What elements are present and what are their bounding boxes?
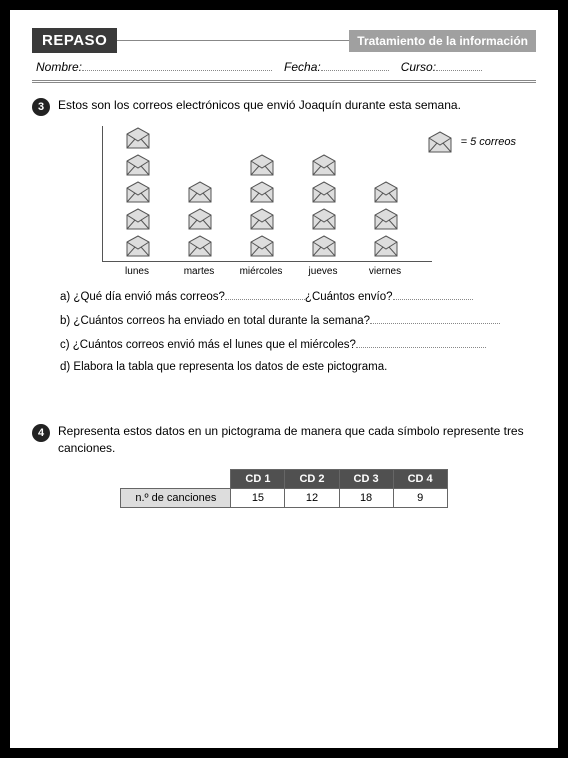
fecha-label: Fecha:: [284, 60, 321, 74]
pictogram-column: [107, 126, 169, 261]
envelope-icon: [123, 207, 153, 231]
repaso-badge: REPASO: [32, 28, 117, 53]
q3c-text: c) ¿Cuántos correos envió más el lunes q…: [60, 339, 356, 351]
curso-field: Curso:: [401, 59, 482, 74]
envelope-icon: [309, 153, 339, 177]
q4-number: 4: [32, 424, 50, 442]
envelope-icon: [247, 180, 277, 204]
q4-text: Representa estos datos en un pictograma …: [58, 423, 536, 457]
val-cd3: 18: [339, 488, 393, 507]
day-labels: lunesmartesmiércolesjuevesviernes: [106, 266, 436, 277]
header-divider: [117, 40, 349, 41]
q3c: c) ¿Cuántos correos envió más el lunes q…: [60, 337, 536, 351]
envelope-icon: [123, 180, 153, 204]
curso-label: Curso:: [401, 60, 436, 74]
q3-subquestions: a) ¿Qué día envió más correos? ¿Cuántos …: [60, 289, 536, 373]
worksheet-page: REPASO Tratamiento de la información Nom…: [0, 0, 568, 758]
pictogram-column: [169, 180, 231, 261]
pictogram-column: [355, 180, 417, 261]
q3-number: 3: [32, 98, 50, 116]
val-cd4: 9: [393, 488, 447, 507]
day-label: martes: [168, 266, 230, 277]
envelope-icon: [371, 207, 401, 231]
question-3: 3 Estos son los correos electrónicos que…: [32, 97, 536, 116]
q3d: d) Elabora la tabla que representa los d…: [60, 361, 536, 373]
col-cd2: CD 2: [285, 469, 339, 488]
nombre-label: Nombre:: [36, 60, 82, 74]
q3b-blank[interactable]: [370, 313, 500, 324]
q3a-blank2[interactable]: [393, 289, 473, 300]
day-label: viernes: [354, 266, 416, 277]
q3b-text: b) ¿Cuántos correos ha enviado en total …: [60, 315, 370, 327]
day-label: miércoles: [230, 266, 292, 277]
envelope-icon: [309, 234, 339, 258]
nombre-field: Nombre:: [36, 59, 272, 74]
pictogram-column: [231, 153, 293, 261]
envelope-icon: [371, 234, 401, 258]
legend-text: = 5 correos: [461, 136, 516, 148]
table-header-row: CD 1 CD 2 CD 3 CD 4: [121, 469, 447, 488]
q3c-blank[interactable]: [356, 337, 486, 348]
header-rule: [32, 80, 536, 83]
col-cd3: CD 3: [339, 469, 393, 488]
q3a-text2: ¿Cuántos envío?: [305, 291, 393, 303]
q3b: b) ¿Cuántos correos ha enviado en total …: [60, 313, 536, 327]
fecha-field: Fecha:: [284, 59, 389, 74]
envelope-icon: [247, 234, 277, 258]
table-data-row: n.º de canciones 15 12 18 9: [121, 488, 447, 507]
col-cd4: CD 4: [393, 469, 447, 488]
envelope-icon: [309, 207, 339, 231]
envelope-icon: [123, 234, 153, 258]
envelope-icon: [425, 130, 455, 154]
q3a-blank1[interactable]: [225, 289, 305, 300]
envelope-icon: [309, 180, 339, 204]
val-cd2: 12: [285, 488, 339, 507]
header-bar: REPASO Tratamiento de la información: [32, 28, 536, 53]
envelope-icon: [247, 207, 277, 231]
pictogram-legend: = 5 correos: [425, 130, 516, 154]
envelope-icon: [123, 126, 153, 150]
q3a-text1: a) ¿Qué día envió más correos?: [60, 291, 225, 303]
chart-grid: [102, 126, 432, 262]
envelope-icon: [185, 234, 215, 258]
col-cd1: CD 1: [231, 469, 285, 488]
val-cd1: 15: [231, 488, 285, 507]
q3a: a) ¿Qué día envió más correos? ¿Cuántos …: [60, 289, 536, 303]
row-label: n.º de canciones: [121, 488, 231, 507]
pictogram-chart: = 5 correos lunesmartesmiércolesjuevesvi…: [102, 126, 536, 277]
nombre-blank[interactable]: [82, 59, 272, 71]
day-label: jueves: [292, 266, 354, 277]
fecha-blank[interactable]: [321, 59, 389, 71]
q3d-text: d) Elabora la tabla que representa los d…: [60, 361, 387, 373]
envelope-icon: [185, 207, 215, 231]
pictogram-column: [293, 153, 355, 261]
q3-text: Estos son los correos electrónicos que e…: [58, 97, 536, 116]
question-4: 4 Representa estos datos en un pictogram…: [32, 423, 536, 457]
envelope-icon: [371, 180, 401, 204]
curso-blank[interactable]: [436, 59, 482, 71]
envelope-icon: [185, 180, 215, 204]
topic-badge: Tratamiento de la información: [349, 30, 536, 52]
student-info-row: Nombre: Fecha: Curso:: [32, 59, 536, 74]
day-label: lunes: [106, 266, 168, 277]
songs-table: CD 1 CD 2 CD 3 CD 4 n.º de canciones 15 …: [120, 469, 447, 508]
envelope-icon: [247, 153, 277, 177]
envelope-icon: [123, 153, 153, 177]
